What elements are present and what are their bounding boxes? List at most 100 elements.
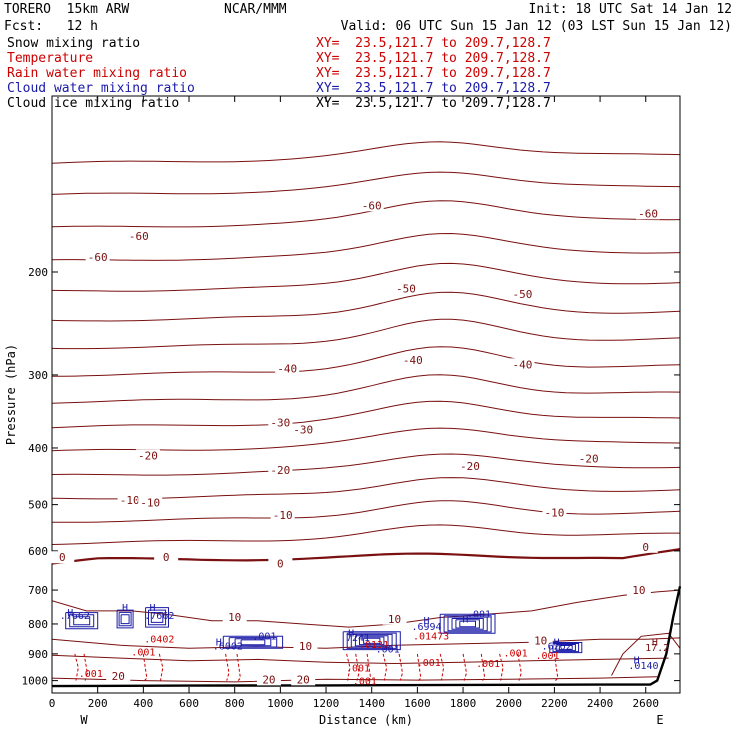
isotherm-label: 10 — [388, 613, 401, 626]
x-tick-label: 1200 — [313, 697, 340, 710]
temperature-isotherm — [52, 654, 669, 665]
extremum-label: H — [634, 656, 640, 667]
isotherm-label: 20 — [297, 673, 310, 686]
isotherm-label: -60 — [129, 230, 149, 243]
cloud-water-contour — [150, 612, 164, 623]
extremum-label: .001 — [504, 649, 528, 660]
isotherm-label: -10 — [544, 507, 564, 520]
extremum-label: .7662 — [144, 611, 174, 622]
contour-label-bg — [256, 673, 281, 686]
cloud-water-contour — [222, 635, 284, 649]
field-xy-range: XY= 23.5,121.7 to 209.7,128.7 — [316, 51, 551, 66]
cloud-water-contour — [363, 637, 381, 644]
isotherm-label: -60 — [638, 207, 658, 220]
x-tick-label: 2400 — [587, 697, 614, 710]
isotherm-label: -60 — [88, 251, 108, 264]
contour-label-bg — [270, 509, 295, 522]
contour-label-bg — [291, 673, 316, 686]
field-label: Temperature — [7, 51, 94, 66]
rain-contour — [439, 653, 445, 681]
cloud-water-contour — [145, 607, 169, 628]
isotherm-label: -20 — [460, 460, 480, 473]
cloud-water-contour — [65, 612, 99, 630]
contour-label-bg — [626, 583, 651, 596]
rain-contour — [480, 653, 486, 681]
cloud-water-contour — [443, 615, 492, 633]
extremum-label: H — [67, 608, 73, 619]
temperature-isotherm — [52, 374, 680, 404]
isotherm-label: -20 — [270, 464, 290, 477]
contour-label-bg — [510, 358, 535, 371]
isotherm-label: 10 — [534, 634, 547, 647]
isotherm-label: 0 — [59, 551, 66, 564]
x-tick-label: 1400 — [358, 697, 385, 710]
extremum-label: H — [216, 637, 222, 648]
extremum-label: .001 — [79, 669, 103, 680]
extremum-label: .001 — [376, 644, 400, 655]
x-tick-label: 2000 — [495, 697, 522, 710]
contour-label-bg — [138, 496, 163, 509]
rain-contour — [499, 653, 504, 681]
contour-label-bg — [293, 640, 318, 653]
temperature-isotherm — [52, 427, 680, 452]
cloud-water-contour — [459, 620, 476, 628]
y-tick-label: 600 — [28, 545, 48, 558]
field-label: Rain water mixing ratio — [7, 66, 188, 81]
cloud-water-contour — [451, 618, 484, 630]
cloud-water-contour — [234, 638, 272, 647]
extremum-label: .001 — [417, 658, 441, 669]
rain-contour — [355, 653, 360, 681]
org-title: NCAR/MMM — [224, 2, 287, 17]
cloud-water-contour — [558, 645, 573, 651]
cloud-water-contour — [346, 632, 397, 649]
contour-label-bg — [135, 449, 160, 462]
cloud-water-contour — [555, 644, 576, 652]
temperature-isotherm — [52, 200, 680, 228]
cloud-water-contour — [350, 633, 393, 648]
isotherm-label: -60 — [362, 199, 382, 212]
isotherm-label: -50 — [512, 288, 532, 301]
contour-label-bg — [457, 460, 482, 473]
temperature-isotherm — [52, 637, 680, 649]
contour-label-bg — [106, 670, 131, 683]
x-tick-label: 1600 — [404, 697, 431, 710]
cloud-water-contour — [118, 611, 132, 627]
cloud-water-contour — [73, 616, 91, 626]
contour-label-bg — [291, 423, 316, 436]
x-tick-label: 200 — [88, 697, 108, 710]
field-xy-range: XY= 23.5,121.7 to 209.7,128.7 — [316, 36, 551, 51]
rain-contour — [346, 653, 351, 681]
extremum-label: H — [652, 637, 658, 648]
cloud-water-contour — [116, 609, 134, 629]
extremum-label: .6002 — [213, 642, 243, 653]
x-tick-label: 1000 — [267, 697, 294, 710]
isotherm-label: -40 — [512, 358, 532, 371]
cloud-water-contour — [69, 614, 95, 628]
contour-label-bg — [400, 353, 425, 366]
rain-contour — [74, 653, 79, 681]
extremum-label: H — [348, 628, 354, 639]
y-axis-title: Pressure (hPa) — [4, 344, 18, 445]
rain-contour — [158, 653, 164, 681]
cloud-water-contour — [342, 631, 401, 651]
contour-label-bg — [126, 230, 151, 243]
extremum-label: .0131 — [359, 640, 389, 651]
y-tick-label: 900 — [28, 648, 48, 661]
rain-contour — [398, 653, 404, 681]
temperature-isotherm — [52, 291, 680, 322]
isotherm-label: 10 — [299, 640, 312, 653]
x-axis-title: Distance (km) — [319, 713, 413, 727]
isotherm-label: 10 — [228, 611, 241, 624]
y-tick-label: 700 — [28, 584, 48, 597]
extremum-label: H — [122, 603, 128, 614]
x-tick-label: 2200 — [541, 697, 568, 710]
isotherm-label: -30 — [293, 424, 313, 437]
extremum-label: .001 — [353, 676, 377, 687]
extremum-label: .001 — [131, 647, 155, 658]
east-label: E — [656, 713, 663, 727]
isotherm-label: 10 — [632, 584, 645, 597]
contour-label-bg — [117, 494, 142, 507]
isotherm-label: -50 — [396, 282, 416, 295]
west-label: W — [80, 713, 88, 727]
